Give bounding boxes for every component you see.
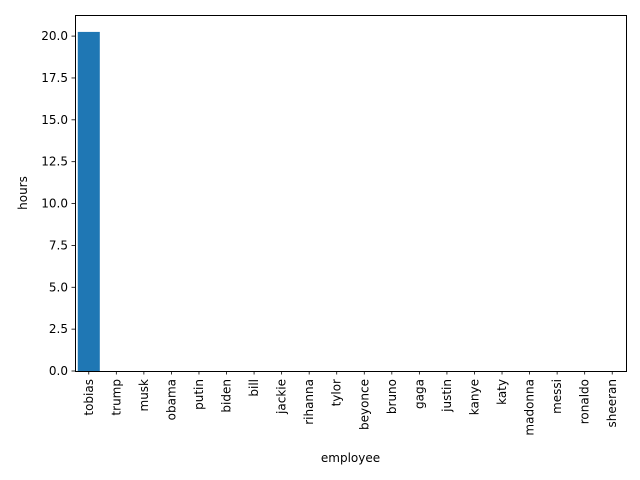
x-tick-label-tobias: tobias — [82, 379, 96, 416]
bar-tobias — [77, 31, 100, 372]
x-tick-label-jackie: jackie — [275, 379, 289, 415]
x-tick-label-sheeran: sheeran — [605, 379, 619, 428]
y-tick-label: 20.0 — [41, 29, 68, 43]
y-axis-label: hours — [16, 176, 30, 210]
y-tick-label: 12.5 — [41, 155, 68, 169]
x-tick-label-bruno: bruno — [385, 379, 399, 414]
x-tick-label-tylor: tylor — [330, 379, 344, 406]
y-tick-label: 7.5 — [49, 238, 68, 252]
x-tick-label-beyonce: beyonce — [357, 379, 371, 430]
y-tick-label: 17.5 — [41, 71, 68, 85]
x-tick-label-bill: bill — [247, 379, 261, 397]
x-axis-label: employee — [321, 451, 380, 465]
x-tick-label-kanye: kanye — [467, 379, 481, 415]
y-tick-label: 10.0 — [41, 197, 68, 211]
y-axis-ticks: 0.0 2.5 5.0 7.5 10.0 12.5 15.0 17.5 20.0 — [41, 29, 75, 378]
y-tick-label: 2.5 — [49, 322, 68, 336]
x-tick-label-biden: biden — [220, 379, 234, 413]
x-tick-label-gaga: gaga — [412, 379, 426, 409]
x-tick-label-katy: katy — [495, 379, 509, 405]
y-tick-label: 15.0 — [41, 113, 68, 127]
x-tick-label-ronaldo: ronaldo — [578, 379, 592, 424]
plot-frame — [75, 15, 627, 372]
y-tick-label: 0.0 — [49, 364, 68, 378]
x-tick-label-musk: musk — [137, 379, 151, 412]
x-tick-label-obama: obama — [164, 379, 178, 420]
x-tick-label-justin: justin — [440, 379, 454, 413]
x-tick-label-putin: putin — [192, 379, 206, 410]
bars-layer — [77, 31, 100, 372]
x-tick-label-madonna: madonna — [523, 379, 537, 436]
y-tick-label: 5.0 — [49, 280, 68, 294]
x-axis-ticks: tobias trump musk obama putin biden bill jackie… — [82, 371, 619, 436]
x-tick-label-messi: messi — [550, 379, 564, 414]
x-tick-label-trump: trump — [109, 379, 123, 416]
x-tick-label-rihanna: rihanna — [302, 379, 316, 425]
